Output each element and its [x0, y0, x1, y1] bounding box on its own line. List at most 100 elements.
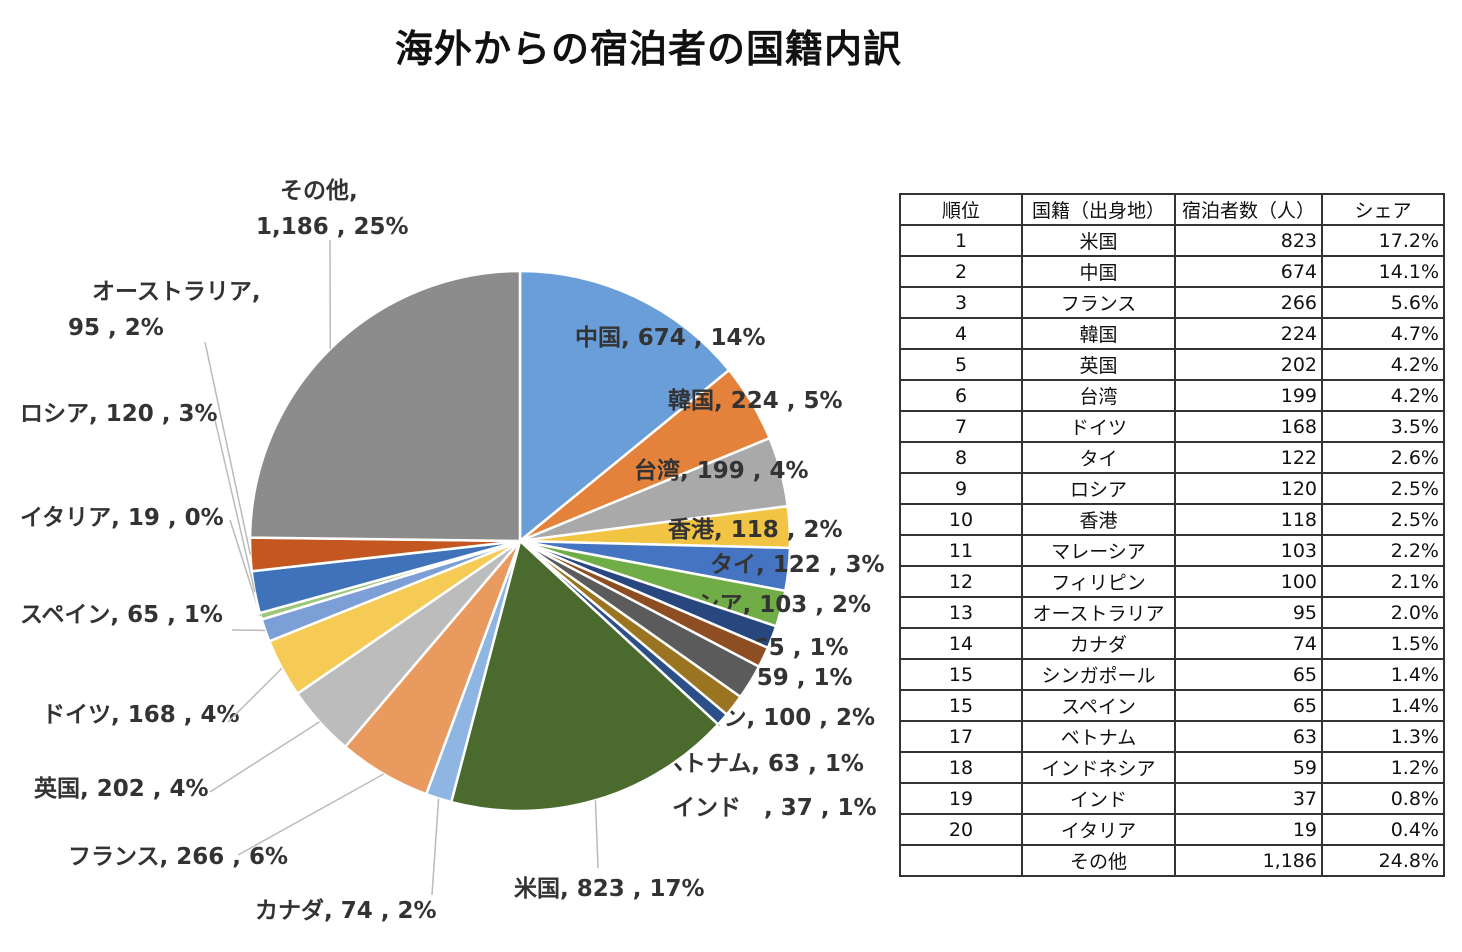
- guest-count-cell: 168: [1174, 410, 1323, 443]
- share-cell: 2.5%: [1321, 472, 1445, 505]
- slice-label: ロシア, 120 , 3%: [20, 401, 218, 427]
- rank-cell: 17: [899, 720, 1023, 753]
- nationality-share-table: 順位 国籍（出身地） 宿泊者数（人） シェア 1 米国 823 17.2% 2 中国 674…: [899, 193, 1445, 877]
- nationality-cell: ドイツ: [1021, 410, 1176, 443]
- slice-label: カナダ, 74 , 2%: [255, 897, 437, 924]
- header-share: シェア: [1321, 193, 1445, 226]
- slice-label: フランス, 266 , 6%: [68, 844, 288, 870]
- nationality-cell: カナダ: [1021, 627, 1176, 660]
- nationality-cell: フランス: [1021, 286, 1176, 319]
- nationality-cell: フィリピン: [1021, 565, 1176, 598]
- guest-count-cell: 266: [1174, 286, 1323, 319]
- rank-cell: 12: [899, 565, 1023, 598]
- rank-cell: 19: [899, 782, 1023, 815]
- nationality-cell: 米国: [1021, 224, 1176, 257]
- share-cell: 2.1%: [1321, 565, 1445, 598]
- guest-count-cell: 224: [1174, 317, 1323, 350]
- rank-cell: [899, 844, 1023, 877]
- table-row: 11 マレーシア 103 2.2%: [899, 534, 1445, 567]
- share-cell: 17.2%: [1321, 224, 1445, 257]
- guest-count-cell: 122: [1174, 441, 1323, 474]
- table-row: 13 オーストラリア 95 2.0%: [899, 596, 1445, 629]
- nationality-cell: 香港: [1021, 503, 1176, 536]
- rank-cell: 10: [899, 503, 1023, 536]
- nationality-cell: タイ: [1021, 441, 1176, 474]
- share-cell: 4.2%: [1321, 379, 1445, 412]
- leader-line: [431, 798, 440, 896]
- table-row: 6 台湾 199 4.2%: [899, 379, 1445, 412]
- pie-slice: [518, 269, 731, 544]
- share-cell: 2.0%: [1321, 596, 1445, 629]
- table-row: その他 1,186 24.8%: [899, 844, 1445, 877]
- guest-count-cell: 37: [1174, 782, 1323, 815]
- share-cell: 3.5%: [1321, 410, 1445, 443]
- guest-count-cell: 199: [1174, 379, 1323, 412]
- table-row: 19 インド 37 0.8%: [899, 782, 1445, 815]
- leader-line: [594, 800, 599, 869]
- guest-count-cell: 65: [1174, 658, 1323, 691]
- rank-cell: 18: [899, 751, 1023, 784]
- slice-label: スペイン, 65 , 1%: [20, 602, 223, 628]
- nationality-cell: シンガポール: [1021, 658, 1176, 691]
- share-cell: 1.4%: [1321, 658, 1445, 691]
- rank-cell: 11: [899, 534, 1023, 567]
- table-row: 5 英国 202 4.2%: [899, 348, 1445, 381]
- guest-count-cell: 120: [1174, 472, 1323, 505]
- table-row: 17 ベトナム 63 1.3%: [899, 720, 1445, 753]
- rank-cell: 15: [899, 689, 1023, 722]
- nationality-cell: マレーシア: [1021, 534, 1176, 567]
- table-row: 2 中国 674 14.1%: [899, 255, 1445, 288]
- guest-count-cell: 674: [1174, 255, 1323, 288]
- rank-cell: 20: [899, 813, 1023, 846]
- table-row: 1 米国 823 17.2%: [899, 224, 1445, 257]
- table-row: 8 タイ 122 2.6%: [899, 441, 1445, 474]
- slice-label: 台湾, 199 , 4%: [634, 457, 809, 484]
- leader-line: [214, 419, 256, 593]
- pie-chart: 中国, 674 , 14% 韓国, 224 , 5% 台湾, 199 , 4% 香港,…: [20, 178, 885, 924]
- slice-label: ドイツ, 168 , 4%: [42, 702, 240, 728]
- guest-count-cell: 100: [1174, 565, 1323, 598]
- share-cell: 4.7%: [1321, 317, 1445, 350]
- nationality-cell: 韓国: [1021, 317, 1176, 350]
- nationality-cell: スペイン: [1021, 689, 1176, 722]
- leader-line: [227, 667, 283, 723]
- guest-count-cell: 95: [1174, 596, 1323, 629]
- slice-label: インド , 37 , 1%: [672, 795, 877, 821]
- rank-cell: 9: [899, 472, 1023, 505]
- table-row: 15 シンガポール 65 1.4%: [899, 658, 1445, 691]
- pie-slice: [248, 269, 522, 543]
- share-cell: 4.2%: [1321, 348, 1445, 381]
- share-cell: 1.5%: [1321, 627, 1445, 660]
- slice-label: 米国, 823 , 17%: [514, 876, 705, 902]
- rank-cell: 3: [899, 286, 1023, 319]
- leader-line: [204, 341, 252, 555]
- rank-cell: 1: [899, 224, 1023, 257]
- nationality-cell: 中国: [1021, 255, 1176, 288]
- nationality-cell: その他: [1021, 844, 1176, 877]
- share-cell: 1.3%: [1321, 720, 1445, 753]
- nationality-cell: インドネシア: [1021, 751, 1176, 784]
- guest-count-cell: 65: [1174, 689, 1323, 722]
- share-cell: 0.4%: [1321, 813, 1445, 846]
- header-rank: 順位: [899, 193, 1023, 226]
- guest-count-cell: 823: [1174, 224, 1323, 257]
- rank-cell: 8: [899, 441, 1023, 474]
- nationality-cell: 台湾: [1021, 379, 1176, 412]
- slice-label: その他, 1,186 , 25%: [256, 178, 409, 240]
- share-cell: 14.1%: [1321, 255, 1445, 288]
- guest-count-cell: 59: [1174, 751, 1323, 784]
- guest-count-cell: 1,186: [1174, 844, 1323, 877]
- leader-line: [237, 773, 384, 856]
- rank-cell: 14: [899, 627, 1023, 660]
- slice-label: イタリア, 19 , 0%: [20, 505, 224, 531]
- slice-label: 英国, 202 , 4%: [34, 775, 209, 802]
- table-row: 3 フランス 266 5.6%: [899, 286, 1445, 319]
- nationality-cell: ベトナム: [1021, 720, 1176, 753]
- guest-count-cell: 19: [1174, 813, 1323, 846]
- table-row: 15 スペイン 65 1.4%: [899, 689, 1445, 722]
- share-cell: 1.2%: [1321, 751, 1445, 784]
- leader-line: [209, 721, 320, 793]
- rank-cell: 13: [899, 596, 1023, 629]
- rank-cell: 2: [899, 255, 1023, 288]
- slice-label: 中国, 674 , 14%: [575, 325, 766, 351]
